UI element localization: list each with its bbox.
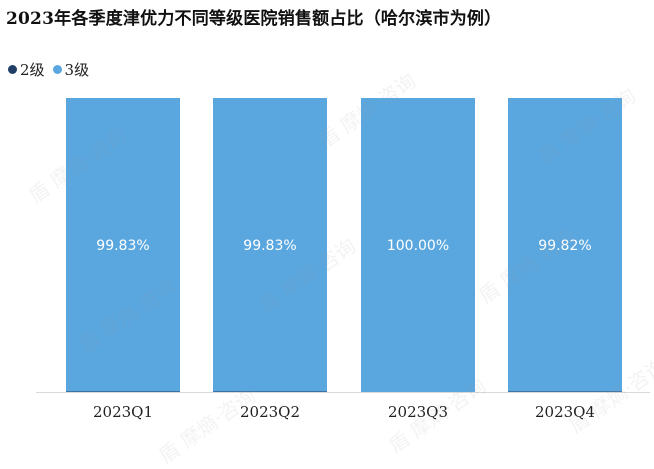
data-label-2023Q3: 100.00% [387, 238, 449, 254]
data-label-2023Q2: 99.83% [243, 238, 296, 254]
bar-level2-2023Q4 [508, 391, 622, 392]
x-tick-label-2023Q4: 2023Q4 [535, 403, 595, 421]
x-tick-label-2023Q3: 2023Q3 [388, 403, 448, 421]
x-tick-label-2023Q1: 2023Q1 [93, 403, 153, 421]
data-label-2023Q4: 99.82% [538, 238, 591, 254]
x-tick-label-2023Q2: 2023Q2 [240, 403, 300, 421]
stacked-bar-chart: 99.83% 2023Q1 99.83% 2023Q2 100.00% 2023Q3 99.… [0, 0, 654, 431]
data-label-2023Q1: 99.83% [96, 238, 149, 254]
